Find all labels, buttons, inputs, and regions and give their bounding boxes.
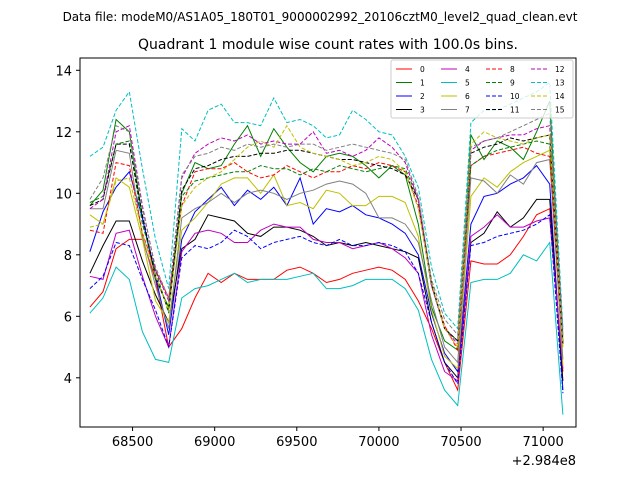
legend-label-15: 15 bbox=[555, 106, 565, 115]
y-tick-label: 8 bbox=[64, 249, 72, 264]
legend-label-4: 4 bbox=[465, 65, 470, 74]
x-tick-label: 70000 bbox=[358, 435, 399, 450]
x-offset-label: +2.984e8 bbox=[512, 454, 576, 469]
series-line-5 bbox=[89, 241, 564, 415]
legend-label-13: 13 bbox=[555, 79, 565, 88]
plot-area bbox=[89, 81, 564, 415]
series-line-2 bbox=[89, 164, 564, 391]
series-line-7 bbox=[89, 149, 564, 364]
y-tick-label: 14 bbox=[55, 64, 72, 79]
legend-label-1: 1 bbox=[420, 79, 425, 88]
series-line-13 bbox=[89, 81, 564, 330]
y-tick-label: 6 bbox=[64, 310, 72, 325]
chart-title: Quadrant 1 module wise count rates with … bbox=[138, 37, 518, 53]
legend-label-0: 0 bbox=[420, 65, 425, 74]
y-tick-label: 12 bbox=[55, 126, 72, 141]
legend-label-7: 7 bbox=[465, 106, 470, 115]
x-tick-label: 71000 bbox=[522, 435, 563, 450]
series-line-12 bbox=[89, 124, 564, 346]
supertitle: Data file: modeM0/AS1A05_180T01_90000029… bbox=[63, 10, 578, 24]
x-tick-label: 70500 bbox=[440, 435, 481, 450]
legend-label-11: 11 bbox=[510, 106, 520, 115]
x-tick-label: 69500 bbox=[276, 435, 317, 450]
legend-label-6: 6 bbox=[465, 92, 470, 101]
legend-label-3: 3 bbox=[420, 106, 425, 115]
x-tick-label: 68500 bbox=[112, 435, 153, 450]
series-line-10 bbox=[89, 213, 564, 394]
legend-label-10: 10 bbox=[510, 92, 520, 101]
series-line-9 bbox=[89, 140, 564, 342]
legend-label-5: 5 bbox=[465, 79, 470, 88]
x-tick-label: 69000 bbox=[194, 435, 235, 450]
axes-frame bbox=[79, 57, 577, 428]
y-tick-label: 4 bbox=[64, 372, 72, 387]
legend-box bbox=[390, 59, 574, 119]
series-line-6 bbox=[89, 149, 564, 370]
legend-label-9: 9 bbox=[510, 79, 515, 88]
legend-label-2: 2 bbox=[420, 92, 425, 101]
y-tick-label: 10 bbox=[55, 187, 72, 202]
series-line-15 bbox=[89, 112, 564, 337]
legend-label-14: 14 bbox=[555, 92, 565, 101]
legend-label-12: 12 bbox=[555, 65, 565, 74]
series-line-14 bbox=[89, 124, 564, 349]
legend-label-8: 8 bbox=[510, 65, 515, 74]
